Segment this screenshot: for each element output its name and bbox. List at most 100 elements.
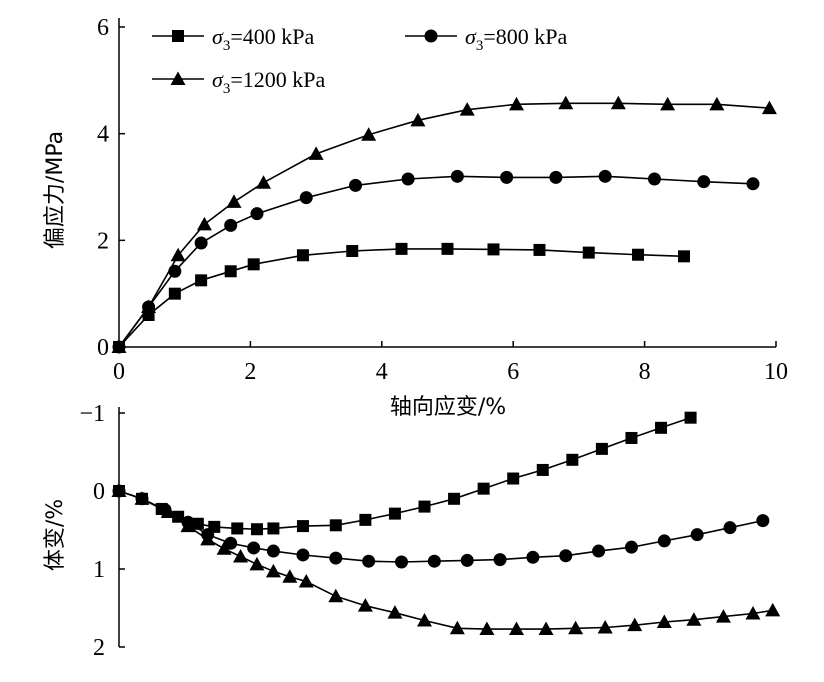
legend: σ3=400 kPa σ3=800 kPa σ3=1200 kPa [152, 24, 568, 97]
volume-sigma3-400-point [267, 522, 280, 535]
volume-sigma3-800-point [592, 544, 606, 558]
volume-sigma3-400-point [684, 411, 697, 424]
volume-sigma3-400-point [329, 519, 342, 532]
stress-sigma3-1200-point [709, 96, 725, 111]
stress-sigma3-1200-point [141, 299, 157, 313]
stress-sigma3-400-point [582, 246, 595, 259]
volume-sigma3-1200-point [538, 621, 554, 636]
volume-sigma3-800-point [266, 544, 280, 558]
stress-sigma3-800-point [194, 236, 208, 250]
stress-sigma3-800-point [746, 177, 760, 191]
stress-sigma3-1200-point [226, 194, 242, 208]
volume-sigma3-800-point [657, 534, 671, 548]
stress-sigma3-800-point [549, 170, 563, 184]
stress-sigma3-800-point [500, 170, 514, 184]
volume-sigma3-1200-point [745, 605, 761, 620]
volumetric-strain-panel: −1 0 1 2 体变/% [43, 401, 781, 661]
stress-sigma3-800-point [450, 169, 464, 183]
volume-sigma3-1200-point [200, 531, 216, 546]
stress-sigma3-400-point [678, 250, 691, 263]
legend-entry-sigma3-800: σ3=800 kPa [405, 24, 568, 54]
x-tick-label: 2 [244, 359, 256, 385]
legend-label: σ3=800 kPa [465, 24, 568, 54]
stress-sigma3-800-line [118, 175, 754, 348]
deviator-stress-panel: 0 2 4 6 0 2 4 6 8 10 轴向应变/% 偏应力/MPa [43, 15, 788, 420]
stress-sigma3-400-point [632, 248, 645, 261]
volume-sigma3-1200-point [216, 541, 232, 555]
x-tick-label: 4 [376, 359, 388, 385]
volume-sigma3-400-point [566, 453, 579, 466]
bottom-y-tick-label: 2 [93, 635, 105, 661]
stress-sigma3-1200-point [170, 247, 186, 262]
stress-sigma3-1200-point [308, 146, 324, 160]
volume-sigma3-800-point [329, 551, 343, 565]
x-tick-label: 8 [639, 359, 651, 385]
legend-label: σ3=400 kPa [212, 24, 315, 54]
volume-sigma3-400-point [231, 522, 244, 535]
volume-sigma3-400-line [118, 416, 691, 531]
volume-sigma3-1200-point [180, 518, 196, 533]
stress-sigma3-400-point [224, 265, 237, 278]
volume-sigma3-1200-point [249, 556, 265, 571]
volume-sigma3-1200-point [265, 563, 281, 578]
x-tick-label: 6 [507, 359, 519, 385]
volume-sigma3-400-point [448, 492, 461, 505]
volume-sigma3-1200-point [656, 614, 672, 629]
volume-sigma3-800-point [427, 554, 441, 568]
x-axis-label: 轴向应变/% [390, 395, 506, 420]
stress-sigma3-400-point [195, 274, 208, 287]
stress-sigma3-800-point [168, 264, 182, 278]
volume-sigma3-400-point [625, 431, 638, 444]
top-y-tick-label: 4 [97, 122, 109, 148]
top-y-tick-label: 2 [97, 228, 109, 254]
volume-sigma3-800-point [723, 521, 737, 535]
volume-sigma3-1200-point [282, 569, 298, 583]
stress-sigma3-1200-point [111, 339, 127, 353]
bottom-y-tick-label: 1 [93, 557, 105, 583]
volume-sigma3-1200-line [118, 490, 773, 630]
volume-sigma3-800-point [690, 528, 704, 542]
volume-sigma3-400-point [655, 421, 668, 434]
stress-sigma3-1200-line [118, 102, 770, 348]
volume-sigma3-400-point [595, 442, 608, 455]
stress-sigma3-1200-point [196, 216, 212, 231]
volume-sigma3-800-point [247, 541, 261, 555]
stress-sigma3-800-point [647, 172, 661, 186]
volume-sigma3-1200-point [134, 491, 150, 505]
volume-sigma3-400-point [250, 523, 263, 536]
volume-sigma3-400-point [388, 507, 401, 520]
volume-sigma3-1200-point [357, 598, 373, 612]
volume-sigma3-400-point [477, 482, 490, 495]
volume-sigma3-400-point [418, 500, 431, 513]
stress-sigma3-800-point [401, 172, 415, 186]
volume-sigma3-1200-point [160, 504, 176, 519]
stress-sigma3-800-point [697, 175, 711, 189]
stress-sigma3-1200-point [508, 96, 524, 111]
volume-sigma3-400-point [359, 513, 372, 526]
stress-sigma3-400-point [533, 243, 546, 256]
legend-entry-sigma3-400: σ3=400 kPa [152, 24, 315, 54]
volume-sigma3-1200-point [387, 605, 403, 619]
volume-sigma3-1200-point [686, 612, 702, 626]
top-y-tick-label: 6 [97, 15, 109, 41]
stress-sigma3-1200-point [256, 175, 272, 189]
bottom-y-tick-label: 0 [93, 479, 105, 505]
bottom-y-tick-label: −1 [79, 401, 105, 427]
x-tick-label: 10 [764, 359, 788, 385]
volume-sigma3-800-point [559, 549, 573, 563]
stress-sigma3-800-point [349, 178, 363, 192]
volume-sigma3-800-point [526, 550, 540, 564]
stress-sigma3-1200-point [410, 112, 426, 127]
top-y-axis-label: 偏应力/MPa [43, 131, 68, 249]
volume-sigma3-400-point [507, 472, 520, 485]
x-tick-label: 0 [113, 359, 125, 385]
volume-sigma3-1200-point [298, 573, 314, 588]
volume-sigma3-1200-point [233, 549, 249, 563]
stress-sigma3-800-point [299, 191, 313, 205]
volume-sigma3-1200-point [508, 621, 524, 636]
stress-sigma3-400-point [168, 287, 181, 300]
volume-sigma3-800-point [224, 536, 238, 550]
volume-sigma3-400-point [296, 520, 309, 533]
volume-sigma3-1200-point [417, 612, 433, 627]
stress-sigma3-400-point [487, 243, 500, 256]
